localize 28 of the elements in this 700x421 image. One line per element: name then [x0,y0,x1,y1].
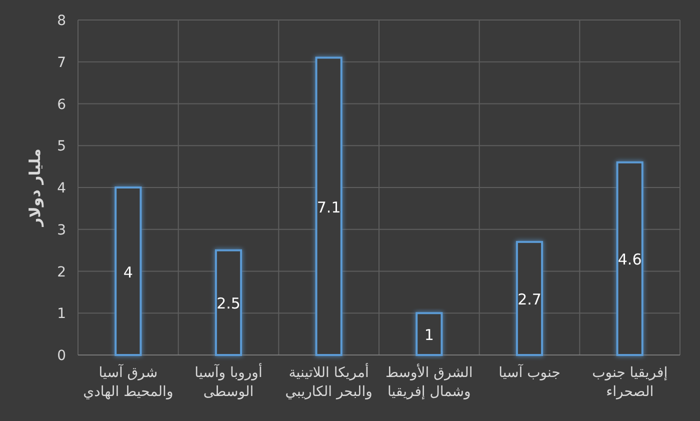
data-label: 1 [424,326,434,344]
bar [214,249,242,356]
x-tick-label: الشرق الأوسط وشمال إفريقيا [385,363,473,400]
y-tick-label: 4 [57,180,66,196]
y-tick-label: 7 [57,54,66,71]
y-tick-label: 5 [57,138,66,155]
bar [616,161,644,356]
data-label: 2.5 [216,294,240,313]
data-label: 4 [123,263,133,282]
x-tick-label: جنوب آسيا [498,363,560,381]
y-axis-title: مليار دولار [26,148,44,228]
y-tick-label: 8 [57,13,66,29]
y-tick-label: 2 [57,264,66,280]
y-tick-label: 6 [57,96,66,113]
x-tick-label: أمريكا اللاتينية والبحر الكاريبي [285,363,372,400]
bar [416,312,443,356]
x-tick-label: أوروبا وآسيا الوسطى [194,363,262,400]
data-label: 2.7 [518,290,542,308]
bar [516,240,544,356]
bar [114,186,142,356]
y-tick-label: 1 [57,306,66,322]
y-tick-label: 0 [57,348,66,364]
data-label: 7.1 [316,198,341,216]
data-label: 4.6 [618,250,642,269]
x-tick-label: شرق آسيا والمحيط الهادي [83,363,174,400]
bar [315,56,342,356]
x-tick-label: إفريقيا جنوب الصحراء [592,365,668,400]
y-tick-label: 3 [57,222,66,238]
